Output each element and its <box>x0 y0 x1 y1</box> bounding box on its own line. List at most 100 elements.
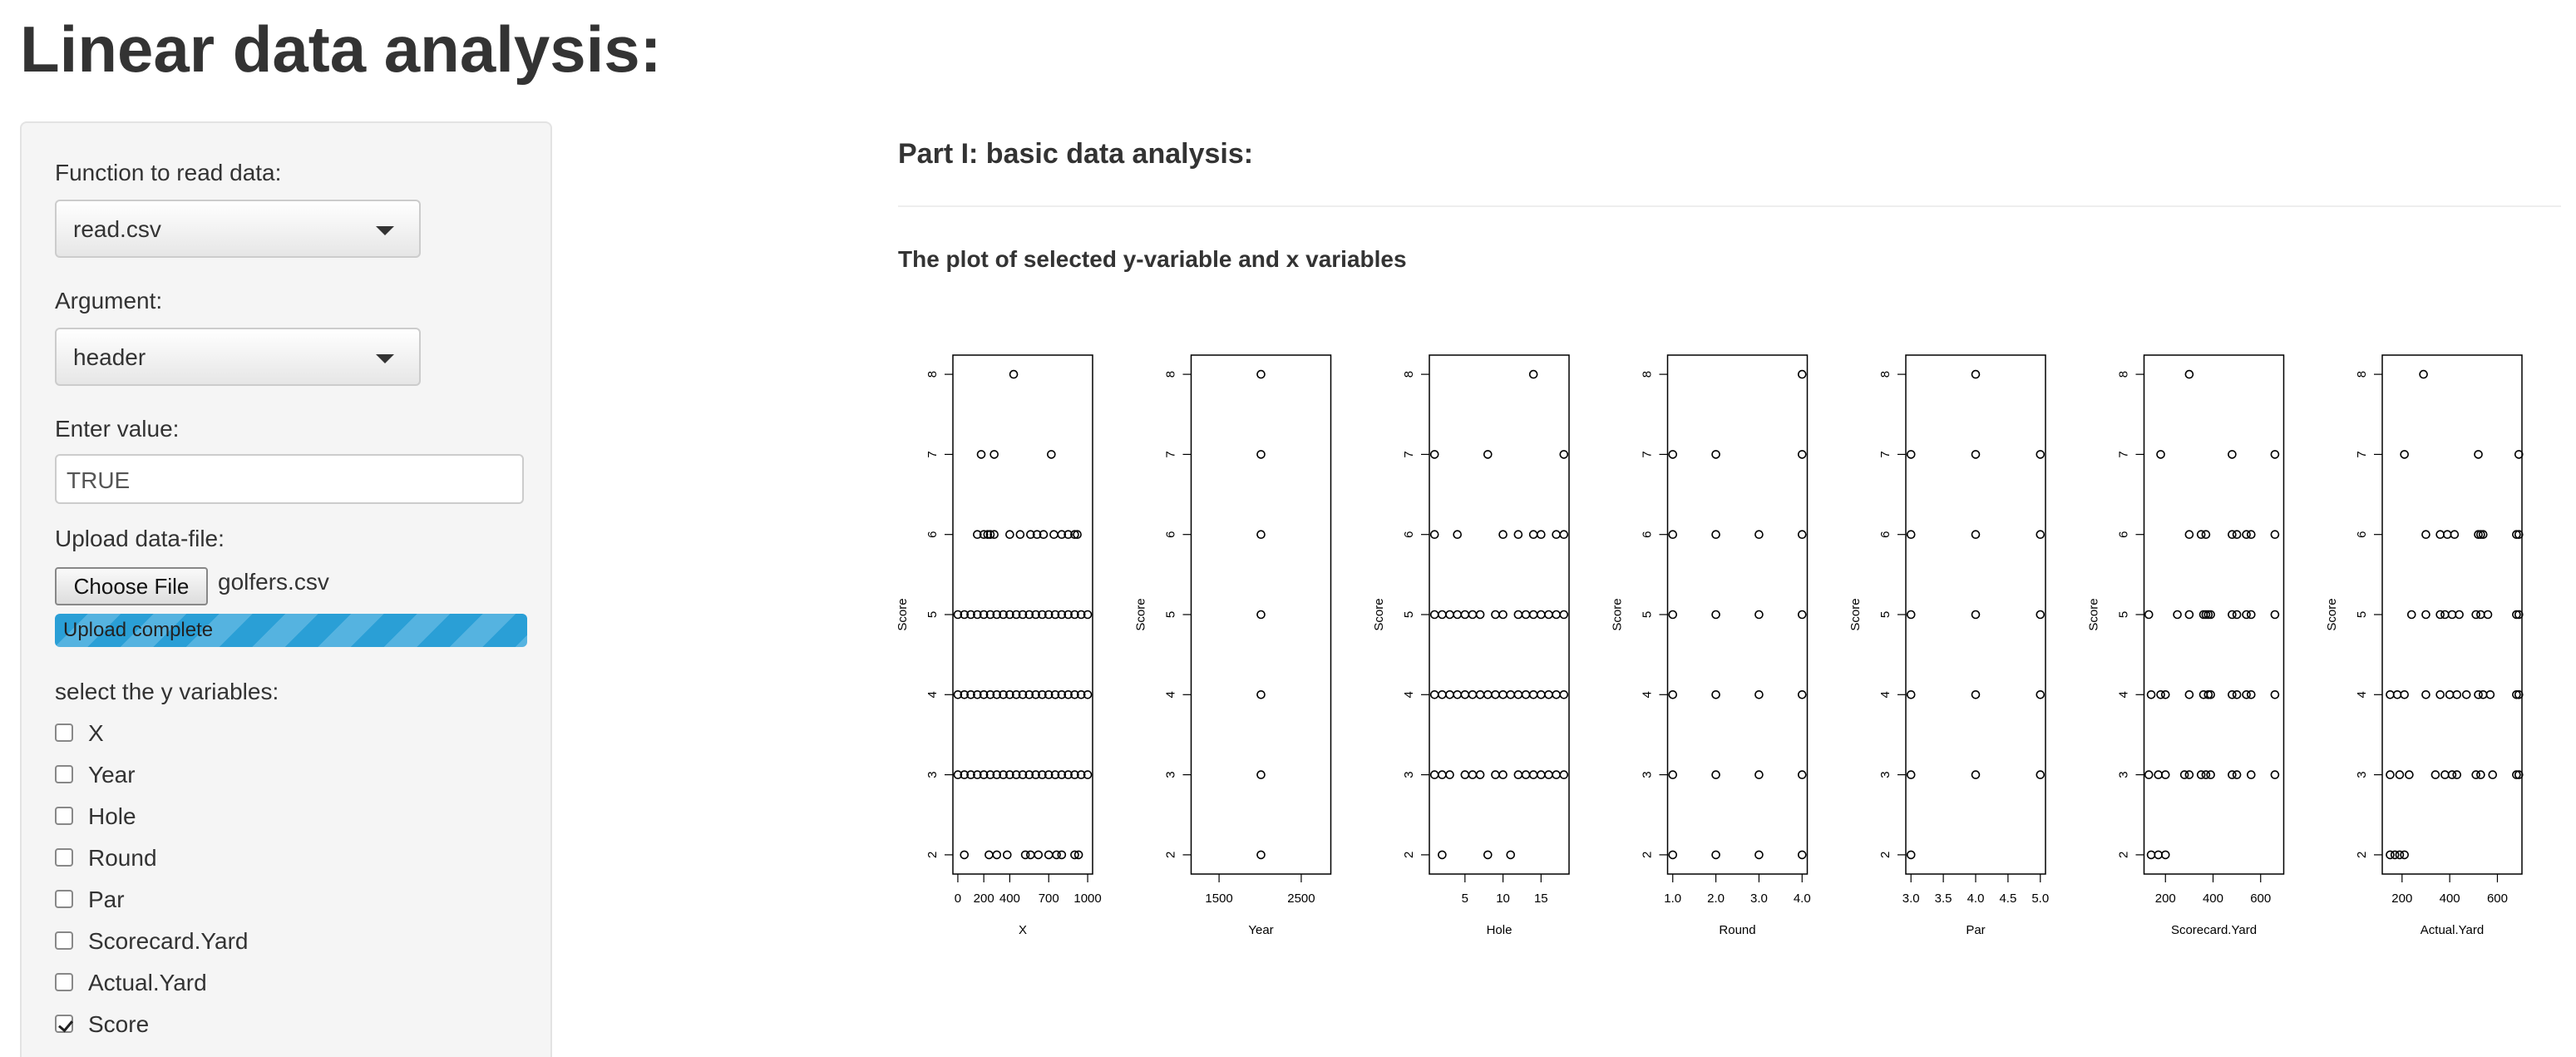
check-mark <box>58 1016 73 1033</box>
point <box>2160 850 2170 860</box>
label: Function to read data: <box>55 160 282 185</box>
point <box>2196 770 2206 779</box>
point <box>2146 689 2156 699</box>
y-tick-label: 3 <box>925 771 940 778</box>
checkbox[interactable] <box>55 890 73 908</box>
point <box>1668 770 1678 779</box>
point <box>1031 689 1040 699</box>
y-tick-label: 6 <box>925 531 940 538</box>
checkbox[interactable] <box>55 1015 73 1033</box>
select-value: read.csv <box>73 216 161 242</box>
select[interactable]: read.csv <box>55 200 421 258</box>
y-tick-label: 5 <box>1402 611 1416 618</box>
point <box>1005 530 1014 540</box>
checkbox-label: Score <box>88 1011 150 1037</box>
point <box>1971 369 1981 379</box>
point <box>1076 770 1086 779</box>
point <box>1057 610 1067 620</box>
point <box>1057 689 1067 699</box>
point <box>1429 770 1439 779</box>
point <box>1498 610 1508 620</box>
point <box>2400 850 2409 860</box>
point <box>1026 850 1035 860</box>
point <box>2173 610 2182 620</box>
point <box>1057 850 1067 860</box>
point <box>1044 770 1054 779</box>
point <box>2228 610 2237 620</box>
checkbox-label: Par <box>88 887 125 912</box>
checkbox[interactable] <box>55 724 73 742</box>
checkbox[interactable] <box>55 765 73 783</box>
point <box>2144 610 2154 620</box>
point <box>1537 770 1546 779</box>
point <box>960 610 970 620</box>
point <box>983 530 993 540</box>
plot-frame <box>2381 354 2523 875</box>
checkbox[interactable] <box>55 848 73 867</box>
point <box>1438 610 1447 620</box>
progress-bar: Upload complete <box>55 614 527 647</box>
point <box>985 610 995 620</box>
point <box>1797 610 1807 620</box>
point <box>1256 689 1266 699</box>
x-tick-label: 3.5 <box>1935 892 1952 906</box>
point <box>2270 770 2280 779</box>
point <box>1537 689 1546 699</box>
point <box>2435 530 2445 540</box>
point <box>973 770 982 779</box>
point <box>1491 770 1500 779</box>
point <box>2514 450 2524 459</box>
point <box>2452 689 2462 699</box>
point <box>960 770 970 779</box>
point <box>979 530 989 540</box>
point <box>1498 770 1508 779</box>
point <box>1906 610 1916 620</box>
point <box>966 689 975 699</box>
point <box>2440 610 2450 620</box>
point <box>1044 689 1054 699</box>
select[interactable]: header <box>55 328 421 386</box>
checkbox[interactable] <box>55 807 73 825</box>
point <box>1559 770 1569 779</box>
x-tick-label: 400 <box>2203 892 2223 906</box>
y-tick-label: 7 <box>2117 451 2131 457</box>
point <box>976 450 986 459</box>
point <box>1513 689 1523 699</box>
point <box>2392 689 2402 699</box>
point <box>2206 610 2215 620</box>
x-tick-label: 4.5 <box>1999 892 2016 906</box>
checkbox-label: Actual.Yard <box>88 970 207 995</box>
point <box>2390 850 2400 860</box>
point <box>999 689 1008 699</box>
point <box>1528 530 1538 540</box>
checkbox[interactable] <box>55 973 73 991</box>
checkbox-label: X <box>88 720 104 746</box>
point <box>2228 530 2237 540</box>
checkbox[interactable] <box>55 931 73 950</box>
label: Enter value: <box>55 416 180 442</box>
point <box>1256 450 1266 459</box>
point <box>1906 450 1916 459</box>
x-tick-label: 1000 <box>1073 892 1101 906</box>
point <box>1063 689 1073 699</box>
label: select the y variables: <box>55 679 279 704</box>
point <box>1445 610 1454 620</box>
point <box>1971 689 1981 699</box>
point <box>1445 689 1454 699</box>
point <box>1906 850 1916 860</box>
point <box>2203 610 2213 620</box>
point <box>2471 770 2480 779</box>
point <box>1429 530 1439 540</box>
text-input[interactable]: TRUE <box>55 454 524 504</box>
point <box>1453 689 1462 699</box>
point <box>2514 770 2524 779</box>
divider <box>898 205 2561 207</box>
file-button[interactable]: Choose File <box>55 567 208 605</box>
y-tick-label: 6 <box>1164 531 1178 538</box>
point <box>1559 689 1569 699</box>
point <box>1754 530 1764 540</box>
y-tick-label: 7 <box>925 451 940 457</box>
point <box>2242 610 2251 620</box>
checkbox-label: Year <box>88 762 136 788</box>
point <box>1038 770 1047 779</box>
